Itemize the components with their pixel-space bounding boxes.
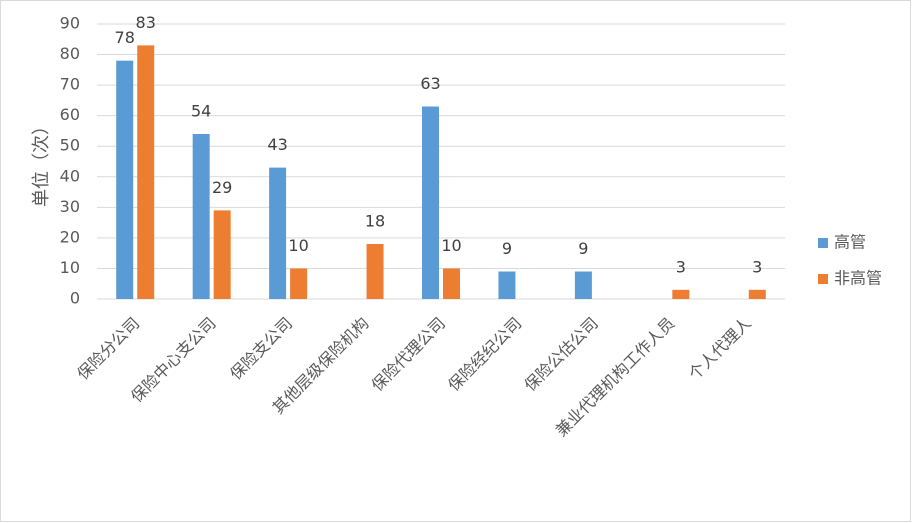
bar: [116, 60, 134, 299]
bar: [137, 45, 155, 300]
y-tick-label: 80: [60, 44, 80, 63]
bar: [192, 134, 210, 299]
legend-label: 非高管: [834, 269, 882, 288]
bar: [366, 244, 384, 299]
y-tick-label: 60: [60, 105, 80, 124]
bar: [422, 106, 439, 299]
value-label: 78: [115, 28, 135, 47]
value-label: 9: [578, 239, 588, 258]
value-label: 83: [136, 13, 156, 32]
bar: [748, 289, 766, 299]
bar: [213, 210, 231, 299]
bar: [672, 289, 690, 299]
y-tick-label: 50: [60, 136, 80, 155]
legend-swatch: [818, 238, 828, 248]
y-tick-label: 30: [60, 197, 80, 216]
y-tick-label: 40: [60, 166, 80, 185]
bar: [574, 271, 592, 299]
bar: [443, 268, 460, 299]
y-axis-label: 单位（次）: [31, 117, 52, 207]
value-label: 3: [752, 257, 762, 276]
legend-swatch: [818, 274, 828, 284]
value-label: 10: [441, 236, 461, 255]
legend-label: 高管: [834, 233, 866, 252]
bar: [269, 167, 287, 299]
value-label: 3: [676, 257, 686, 276]
y-tick-label: 90: [60, 14, 80, 33]
value-label: 29: [212, 178, 232, 197]
value-label: 43: [267, 135, 287, 154]
value-label: 63: [420, 74, 440, 93]
value-label: 9: [502, 239, 512, 258]
bar: [290, 268, 308, 299]
y-tick-label: 10: [60, 258, 80, 277]
y-tick-label: 0: [70, 289, 80, 308]
value-label: 54: [191, 102, 211, 121]
bar: [498, 271, 516, 299]
value-label: 10: [288, 236, 308, 255]
y-tick-label: 70: [60, 75, 80, 94]
value-label: 18: [365, 212, 385, 231]
y-tick-label: 20: [60, 227, 80, 246]
